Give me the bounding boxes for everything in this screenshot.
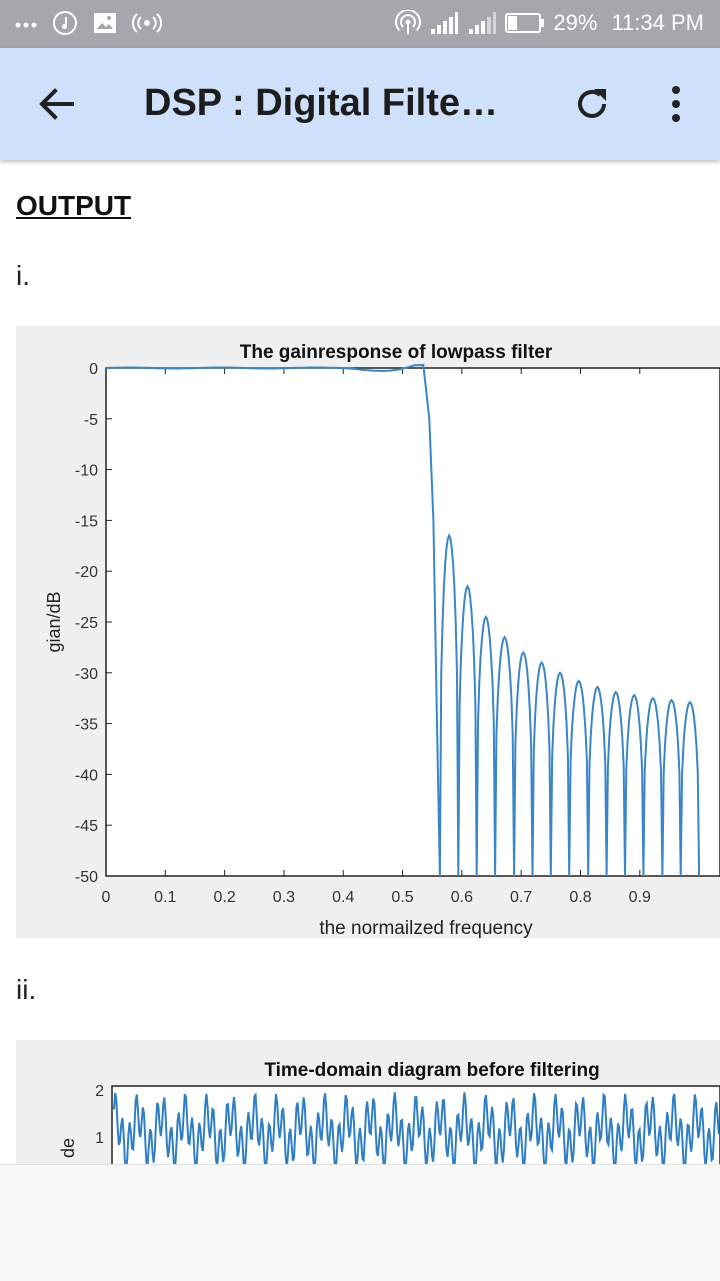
output-heading: OUTPUT (16, 190, 132, 221)
status-left (14, 10, 162, 36)
x-tick-label: 0 (102, 889, 111, 906)
time-domain-chart: Time-domain diagram before filtering 2 1… (58, 1060, 720, 1164)
gain-curve (105, 363, 701, 877)
time-signal-curve (113, 1092, 720, 1164)
y-tick-label: -35 (75, 717, 98, 734)
chart-title: The gainresponse of lowpass filter (240, 342, 553, 363)
battery-icon (505, 13, 545, 33)
x-axis-label: the normailzed frequency (319, 918, 533, 938)
y-tick-label: -50 (75, 869, 98, 886)
status-bar: 29% 11:34 PM (0, 0, 720, 48)
content-area[interactable]: OUTPUT i. The gainresponse of lowpass fi… (0, 160, 720, 1164)
x-tick-label: 0.9 (629, 889, 651, 906)
y-tick-label: -10 (75, 463, 98, 480)
y-tick-label: -20 (75, 564, 98, 581)
y-tick-label: -45 (75, 818, 98, 835)
y-axis-label: gian/dB (44, 591, 64, 652)
x-tick-label: 0.3 (273, 889, 295, 906)
time-domain-figure: Time-domain diagram before filtering 2 1… (16, 1040, 720, 1164)
gain-response-chart: The gainresponse of lowpass filter 0 -5 -1… (44, 342, 720, 939)
y-tick-label: -40 (75, 767, 98, 784)
item-label-2: ii. (16, 974, 37, 1005)
status-time: 11:34 PM (611, 10, 704, 35)
app-bar: DSP : Digital Filter... (0, 48, 720, 160)
back-arrow-icon[interactable] (34, 82, 78, 126)
y-tick-label: -30 (75, 666, 98, 683)
battery-percent: 29% (553, 10, 598, 35)
signal-icon (431, 12, 459, 34)
reload-icon[interactable] (570, 82, 614, 126)
status-right: 29% 11:34 PM (395, 10, 704, 36)
y-ticks: 0 -5 -10 -15 -20 -25 -30 -35 -40 -45 -50 (75, 361, 112, 886)
page-title: DSP : Digital Filter... (144, 82, 504, 124)
more-vert-icon[interactable] (656, 82, 696, 126)
y-axis-label: de (58, 1138, 78, 1158)
x-tick-label: 0.2 (213, 889, 235, 906)
y-tick-label: -25 (75, 615, 98, 632)
y-tick-label: 0 (89, 361, 98, 378)
x-tick-label: 0.7 (510, 889, 532, 906)
plot-area (105, 367, 720, 877)
radio-icon (132, 13, 162, 33)
y-tick-label: 2 (95, 1083, 104, 1100)
signal-icon (469, 12, 497, 34)
x-tick-label: 0.1 (154, 889, 176, 906)
chart-title: Time-domain diagram before filtering (264, 1060, 599, 1081)
item-label-1: i. (16, 260, 30, 291)
x-tick-label: 0.4 (332, 889, 354, 906)
more-dots-icon (15, 22, 37, 28)
image-icon (94, 13, 116, 33)
bottom-blank-area (0, 1164, 720, 1281)
y-tick-label: -15 (75, 513, 98, 530)
x-tick-label: 0.5 (391, 889, 413, 906)
x-ticks: 0 0.1 0.2 0.3 0.4 0.5 0.6 0.7 0.8 0.9 (102, 368, 651, 906)
y-tick-label: 1 (95, 1130, 104, 1147)
gain-response-figure: The gainresponse of lowpass filter 0 -5 -1… (16, 326, 720, 939)
music-icon (53, 11, 77, 35)
hotspot-icon (395, 10, 422, 34)
x-tick-label: 0.8 (569, 889, 591, 906)
x-tick-label: 0.6 (451, 889, 473, 906)
y-tick-label: -5 (84, 412, 98, 429)
